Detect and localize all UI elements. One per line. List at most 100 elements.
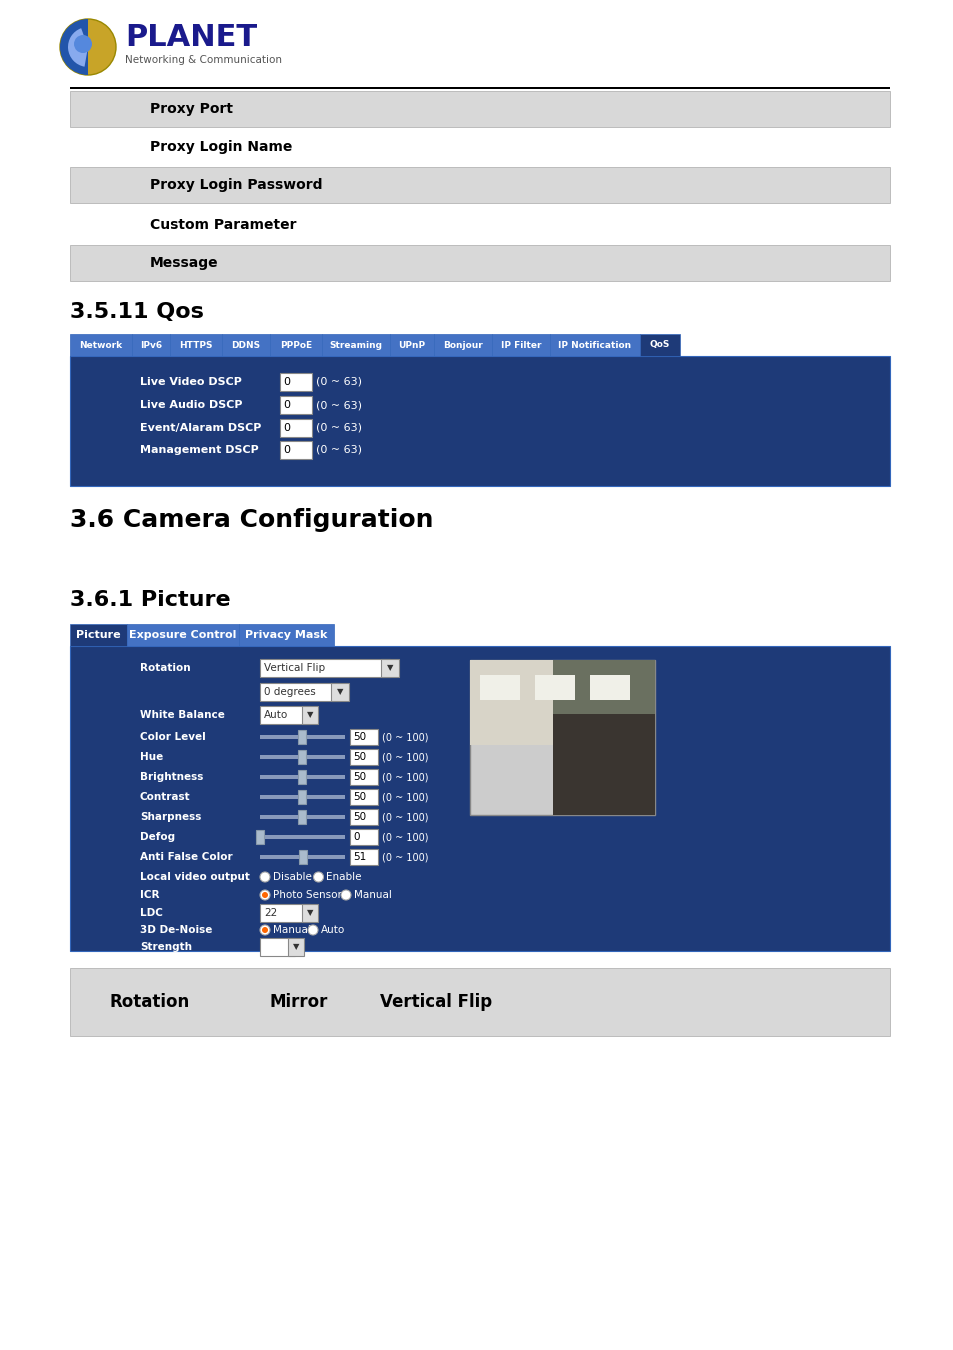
Bar xyxy=(260,706,310,724)
Bar xyxy=(350,829,377,845)
Bar xyxy=(390,333,434,356)
Text: (0 ~ 100): (0 ~ 100) xyxy=(381,752,428,761)
Text: Picture: Picture xyxy=(76,630,121,640)
Bar xyxy=(380,659,398,676)
Text: ICR: ICR xyxy=(140,890,159,900)
Bar xyxy=(553,660,655,714)
Text: HTTPS: HTTPS xyxy=(179,340,213,350)
Circle shape xyxy=(340,890,351,900)
Text: 50: 50 xyxy=(353,792,366,802)
Bar xyxy=(350,769,377,784)
Bar xyxy=(350,749,377,765)
Text: ▼: ▼ xyxy=(336,687,343,697)
Bar xyxy=(70,624,127,647)
Circle shape xyxy=(260,925,270,936)
Text: (0 ~ 63): (0 ~ 63) xyxy=(315,377,361,387)
Text: 0 degrees: 0 degrees xyxy=(264,687,315,697)
Text: Event/Alaram DSCP: Event/Alaram DSCP xyxy=(140,423,261,433)
Bar xyxy=(470,660,655,745)
Text: White Balance: White Balance xyxy=(140,710,225,720)
Bar xyxy=(222,333,270,356)
Circle shape xyxy=(262,927,268,933)
Text: LDC: LDC xyxy=(140,909,163,918)
Bar xyxy=(492,333,550,356)
Text: 3.6 Camera Configuration: 3.6 Camera Configuration xyxy=(70,508,433,532)
Bar xyxy=(70,333,132,356)
Text: Hue: Hue xyxy=(140,752,163,761)
Text: Rotation: Rotation xyxy=(110,994,190,1011)
Text: Bonjour: Bonjour xyxy=(442,340,482,350)
Text: (0 ~ 63): (0 ~ 63) xyxy=(315,400,361,410)
Text: (0 ~ 100): (0 ~ 100) xyxy=(381,792,428,802)
Text: Network: Network xyxy=(79,340,122,350)
Text: Manual: Manual xyxy=(354,890,392,900)
Text: (0 ~ 100): (0 ~ 100) xyxy=(381,811,428,822)
Text: 0: 0 xyxy=(283,423,290,433)
Bar xyxy=(639,333,679,356)
Bar xyxy=(298,769,306,784)
Bar xyxy=(132,333,170,356)
Text: Defog: Defog xyxy=(140,832,175,842)
Text: 0: 0 xyxy=(283,377,290,387)
Text: ▼: ▼ xyxy=(307,710,313,720)
Text: IP Filter: IP Filter xyxy=(500,340,540,350)
Text: (0 ~ 100): (0 ~ 100) xyxy=(381,772,428,782)
Text: Rotation: Rotation xyxy=(140,663,191,674)
Bar xyxy=(350,788,377,805)
Text: Enable: Enable xyxy=(326,872,361,882)
Text: Networking & Communication: Networking & Communication xyxy=(125,55,282,65)
Text: Exposure Control: Exposure Control xyxy=(130,630,236,640)
Bar xyxy=(280,396,312,414)
Text: (0 ~ 100): (0 ~ 100) xyxy=(381,852,428,863)
Bar xyxy=(260,855,345,859)
Wedge shape xyxy=(60,19,88,76)
Bar xyxy=(298,730,306,744)
Bar xyxy=(280,441,312,459)
Text: Auto: Auto xyxy=(320,925,345,936)
Text: 50: 50 xyxy=(353,732,366,742)
Text: 0: 0 xyxy=(283,446,290,455)
Text: Local video output: Local video output xyxy=(140,872,250,882)
Bar xyxy=(350,729,377,745)
Bar xyxy=(70,647,889,950)
Bar xyxy=(322,333,390,356)
Text: QoS: QoS xyxy=(649,340,670,350)
Bar xyxy=(550,333,639,356)
Bar xyxy=(331,683,349,701)
Bar xyxy=(288,938,304,956)
Text: (0 ~ 63): (0 ~ 63) xyxy=(315,423,361,433)
Bar xyxy=(302,706,317,724)
Text: ▼: ▼ xyxy=(293,942,299,952)
Text: Vertical Flip: Vertical Flip xyxy=(264,663,325,674)
Circle shape xyxy=(314,872,323,882)
Bar xyxy=(260,683,339,701)
Bar xyxy=(434,333,492,356)
Text: (0 ~ 63): (0 ~ 63) xyxy=(315,446,361,455)
Text: 3.5.11 Qos: 3.5.11 Qos xyxy=(70,302,204,323)
Text: Mirror: Mirror xyxy=(270,994,328,1011)
Bar xyxy=(70,968,889,1035)
Text: PLANET: PLANET xyxy=(125,23,257,53)
Text: Manual: Manual xyxy=(273,925,311,936)
Bar xyxy=(298,810,306,824)
Text: Privacy Mask: Privacy Mask xyxy=(245,630,327,640)
Text: Live Video DSCP: Live Video DSCP xyxy=(140,377,242,387)
Text: Streaming: Streaming xyxy=(329,340,382,350)
Text: 0: 0 xyxy=(283,400,290,410)
Bar xyxy=(479,675,519,701)
Bar xyxy=(170,333,222,356)
Text: IPv6: IPv6 xyxy=(140,340,162,350)
Circle shape xyxy=(260,872,270,882)
Bar xyxy=(260,795,345,799)
Circle shape xyxy=(260,890,270,900)
Bar xyxy=(70,90,889,127)
Text: 3D De-Noise: 3D De-Noise xyxy=(140,925,213,936)
Text: DDNS: DDNS xyxy=(232,340,260,350)
Text: 22: 22 xyxy=(264,909,277,918)
Text: 3.6.1 Picture: 3.6.1 Picture xyxy=(70,590,231,610)
Text: Contrast: Contrast xyxy=(140,792,191,802)
Bar xyxy=(302,904,317,922)
Text: ▼: ▼ xyxy=(307,909,313,918)
Text: Photo Sensor: Photo Sensor xyxy=(273,890,341,900)
Bar xyxy=(299,850,307,864)
